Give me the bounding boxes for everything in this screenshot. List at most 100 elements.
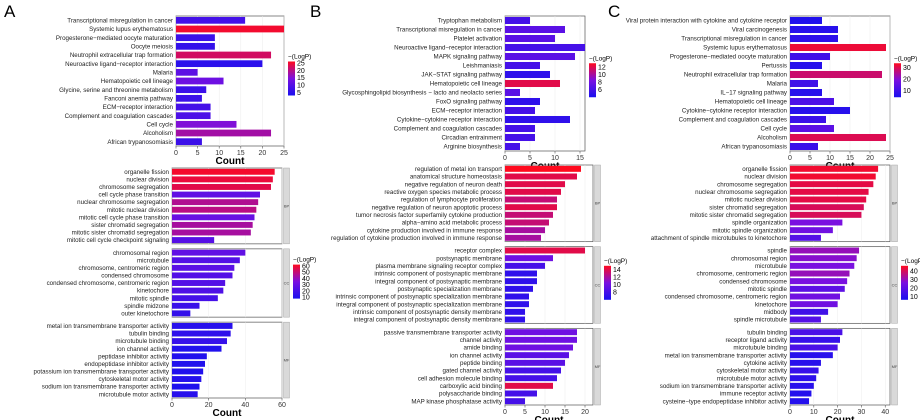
term-label: cell adhesion molecule binding [418,375,503,382]
bar [172,206,257,213]
term-label: postsynaptic membrane [436,255,502,262]
facet-label: MF [595,364,601,369]
x-tick-label: 15 [576,155,584,162]
term-label: Progesterone−mediated oocyte maturation [670,54,788,61]
term-label: Alcoholism [143,130,173,137]
legend-colorbar [901,265,908,300]
term-label: African trypanosomiasis [107,139,173,146]
legend-tick-label: 10 [910,294,918,301]
legend-title: −(LogP) [589,55,612,62]
bar [172,264,235,271]
legend-tick-label: 12 [613,275,621,282]
bar [790,382,814,389]
panel-label-a: A [4,2,16,21]
term-label: ion channel activity [117,346,170,353]
term-label: Hematopoietic cell lineage [715,99,788,106]
term-label: spindle midzone [124,303,169,310]
term-label: Alcoholism [757,135,787,142]
term-label: mitotic nuclear division [107,207,170,214]
term-label: Neutrophil extracellular trap formation [70,52,174,59]
term-label: condensed chromosome [101,273,169,280]
term-label: Hematopoietic cell lineage [430,81,503,88]
term-label: nuclear division [126,176,169,183]
legend-tick-label: 25 [297,60,305,67]
bar [790,219,843,226]
x-tick-label: 0 [788,409,792,416]
term-label: chromosomal region [731,255,788,262]
term-label: chromosome, centromeric region [697,271,788,278]
legend-colorbar [894,63,901,98]
term-label: microtubule binding [115,338,169,345]
term-label: passive transmembrane transporter activi… [384,329,503,336]
bar [505,61,540,70]
term-label: spindle organization [732,220,788,227]
chart-3: BP regulation of metal ion transportanato… [331,164,627,420]
bar [172,257,240,264]
term-label: metal ion transmembrane transporter acti… [665,352,788,359]
bar [505,262,545,269]
x-axis-title: Count [216,156,246,167]
term-label: tumor necrosis factor superfamily cytoki… [356,212,503,219]
legend-colorbar [288,61,295,96]
bar [172,353,207,360]
bar [790,196,867,203]
legend-title: −(LogP) [604,258,627,265]
x-tick-label: 20 [834,409,842,416]
term-label: negative regulation of neuron death [405,181,503,188]
term-label: Systemic lupus erythematosus [89,26,173,33]
x-tick-label: 40 [881,409,889,416]
term-label: cell cycle phase transition [98,192,169,199]
bar [172,237,215,244]
bar [505,16,530,25]
bar [172,229,251,236]
term-label: amide binding [463,345,502,352]
bar [172,376,202,382]
bar [176,25,284,33]
term-label: gated channel activity [442,368,502,375]
term-label: Transcriptional misregulation in cancer [396,27,502,34]
x-tick-label: 15 [846,155,854,162]
facet-label: CC [892,282,898,287]
bar [172,214,255,221]
bar [505,247,585,254]
legend-title: −(LogP) [288,54,311,61]
chart-4: Viral protein interaction with cytokine … [626,15,917,172]
bar [172,391,198,398]
term-label: postsynaptic specialization membrane [397,286,502,293]
chart-0: Transcriptional misregulation in cancer S… [56,15,311,167]
x-tick-label: 25 [886,155,894,162]
legend-tick-label: 10 [598,72,606,79]
bar [790,133,886,142]
term-label: immune receptor activity [720,391,788,398]
x-tick-label: 10 [551,155,559,162]
bar [172,280,226,286]
term-label: Malaria [767,81,788,88]
term-label: mitotic sister chromatid segregation [690,212,788,219]
x-tick-label: 5 [528,155,532,162]
term-label: Complement and coagulation cascades [679,117,787,124]
facet-strip [891,164,898,242]
term-label: cytokine production involved in immune r… [367,227,503,234]
term-label: nuclear chromosome segregation [77,199,169,206]
term-label: nuclear division [744,174,787,181]
bar [172,322,233,329]
bar [790,70,882,79]
bar [790,329,843,336]
term-label: ECM−receptor interaction [103,104,174,111]
bar [790,61,822,70]
bar [176,60,263,68]
legend-tick-label: 15 [297,75,305,82]
legend-tick-label: 60 [302,263,310,270]
bar [790,301,838,308]
bar [790,79,818,88]
facet-strip [283,248,290,318]
term-label: receptor ligand activity [725,337,787,344]
x-tick-label: 20 [581,409,589,416]
bar [505,390,537,397]
bar [790,211,862,218]
term-label: regulation of cytokine production involv… [331,235,503,242]
term-label: Leishmaniasis [463,63,502,70]
term-label: Viral carcinogenesis [732,27,787,34]
legend-tick-label: 30 [910,277,918,284]
x-tick-label: 0 [503,409,507,416]
